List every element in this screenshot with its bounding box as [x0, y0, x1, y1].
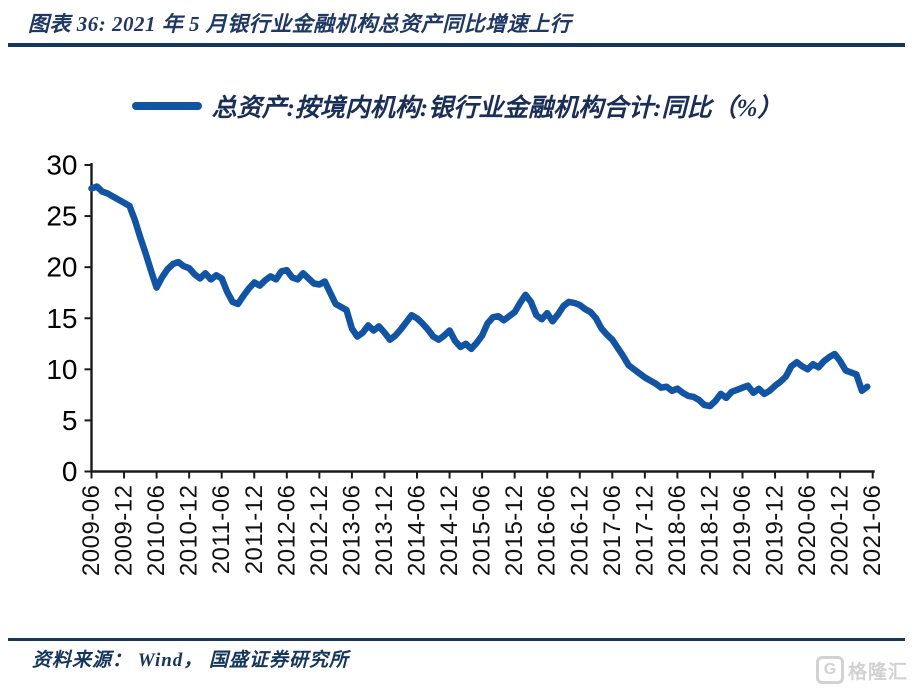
- x-axis-tick-label: 2010-06: [143, 485, 170, 577]
- axes: [90, 163, 875, 473]
- legend-label: 总资产:按境内机构:银行业金融机构合计:同比（%）: [211, 95, 783, 122]
- x-axis-tick-label: 2009-12: [111, 485, 138, 577]
- x-axis-tick-label: 2014-06: [404, 485, 431, 577]
- source-note: 资料来源： Wind， 国盛证券研究所: [32, 650, 350, 671]
- x-axis-tick-label: 2015-06: [469, 484, 496, 576]
- x-axis-tick-label: 2012-12: [306, 485, 333, 577]
- y-axis-tick-label: 25: [46, 201, 77, 232]
- x-axis-tick-label: 2020-06: [794, 485, 821, 577]
- x-axis-tick-label: 2019-12: [762, 485, 789, 577]
- x-axis-tick-label: 2016-06: [534, 485, 561, 577]
- watermark-label: 格隆汇: [847, 661, 908, 683]
- x-axis-tick-label: 2010-12: [176, 485, 203, 577]
- x-axis-tick-label: 2018-06: [664, 485, 691, 577]
- x-axis-tick-label: 2019-06: [729, 485, 756, 577]
- x-axis-tick-label: 2012-06: [273, 485, 300, 577]
- x-axis-tick-label: 2021-06: [859, 485, 886, 577]
- x-axis-tick-label: 2014-12: [436, 485, 463, 577]
- legend: 总资产:按境内机构:银行业金融机构合计:同比（%）: [0, 88, 914, 124]
- x-axis-tick-label: 2020-12: [827, 485, 854, 577]
- x-axis-tick-label: 2011-12: [241, 485, 268, 575]
- y-axis-tick-label: 5: [62, 405, 78, 436]
- x-axis-tick-label: 2013-06: [338, 485, 365, 577]
- series-line: [88, 183, 871, 410]
- bottom-divider: [8, 638, 905, 641]
- x-axis-tick-label: 2016-12: [566, 485, 593, 577]
- watermark: G 格隆汇: [815, 656, 908, 684]
- y-axis-tick-label: 20: [46, 252, 77, 283]
- gelonghui-logo-icon: G: [815, 656, 844, 684]
- y-axis-tick-label: 30: [46, 150, 77, 181]
- x-axis-tick-label: 2017-06: [599, 485, 626, 577]
- x-axis-tick-label: 2015-12: [501, 485, 528, 577]
- x-axis-tick-label: 2013-12: [371, 485, 398, 577]
- x-axis-tick-label: 2017-12: [631, 485, 658, 577]
- x-axis-tick-label: 2011-06: [208, 485, 235, 575]
- x-axis-tick-label: 2009-06: [78, 485, 105, 577]
- y-axis-tick-label: 0: [62, 456, 78, 487]
- y-axis-tick-label: 15: [46, 303, 77, 334]
- y-axis-tick-label: 10: [46, 354, 77, 385]
- legend-line-marker: [131, 102, 202, 110]
- page-title: 图表 36: 2021 年 5 月银行业金融机构总资产同比增速上行: [28, 12, 572, 36]
- x-axis-tick-label: 2018-12: [696, 485, 723, 577]
- top-divider: [8, 43, 905, 47]
